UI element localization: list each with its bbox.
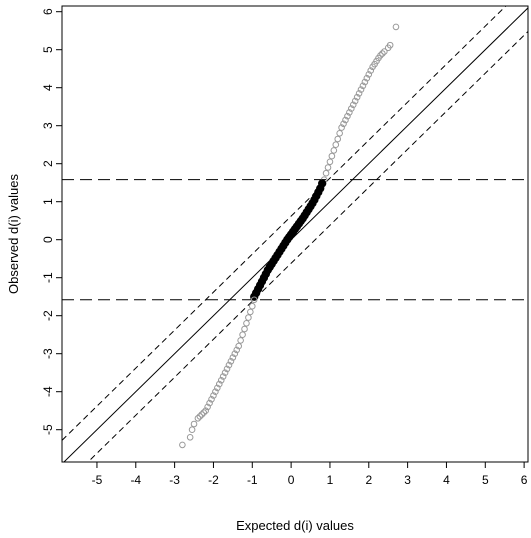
point-significant-lower bbox=[188, 426, 196, 434]
point-significant-lower bbox=[229, 354, 237, 361]
x-tick-label: -3 bbox=[169, 473, 180, 487]
point-significant-lower bbox=[239, 331, 246, 339]
point-significant-lower bbox=[206, 399, 213, 407]
point-significant-lower bbox=[241, 325, 248, 333]
point-significant-upper bbox=[344, 112, 351, 120]
y-tick-label: 1 bbox=[41, 198, 55, 205]
point-significant-lower bbox=[215, 380, 223, 388]
plot-area bbox=[62, 6, 528, 462]
point-significant-lower bbox=[217, 377, 225, 384]
point-significant-lower bbox=[190, 420, 198, 428]
point-significant-lower bbox=[200, 409, 208, 416]
point-significant-lower bbox=[243, 320, 250, 327]
point-significant-lower bbox=[233, 346, 241, 354]
point-significant-upper bbox=[379, 50, 386, 57]
x-tick-label: -5 bbox=[92, 473, 103, 487]
y-axis-title: Observed d(i) values bbox=[6, 174, 21, 294]
y-tick-label: 2 bbox=[41, 160, 55, 167]
y-tick-label: 0 bbox=[41, 236, 55, 243]
x-tick-label: 3 bbox=[404, 473, 411, 487]
upper-delta-line bbox=[62, 6, 507, 441]
point-significant-upper bbox=[326, 158, 334, 166]
point-significant-upper bbox=[392, 23, 400, 31]
x-tick-label: 4 bbox=[443, 473, 450, 487]
point-significant-lower bbox=[202, 407, 209, 415]
x-tick-label: 5 bbox=[482, 473, 489, 487]
point-significant-lower bbox=[250, 296, 258, 304]
point-significant-lower bbox=[198, 411, 206, 418]
point-significant-lower bbox=[223, 365, 231, 373]
point-significant-lower bbox=[196, 413, 204, 420]
y-tick-label: 5 bbox=[41, 46, 55, 53]
point-significant-upper bbox=[377, 52, 384, 59]
point-significant-upper bbox=[363, 74, 371, 82]
point-significant-upper bbox=[355, 90, 363, 97]
point-significant-lower bbox=[214, 384, 221, 392]
point-significant-lower bbox=[235, 342, 242, 350]
point-significant-lower bbox=[248, 302, 256, 310]
point-significant-upper bbox=[334, 135, 342, 143]
x-tick-label: 1 bbox=[327, 473, 334, 487]
identity-line bbox=[63, 7, 528, 462]
x-axis-title: Expected d(i) values bbox=[236, 518, 354, 533]
point-significant-upper bbox=[340, 120, 347, 128]
point-significant-lower bbox=[221, 369, 229, 377]
y-tick-label: 3 bbox=[41, 122, 55, 129]
x-tick-label: 2 bbox=[365, 473, 372, 487]
point-significant-upper bbox=[336, 130, 343, 137]
y-tick-label: -3 bbox=[41, 348, 55, 359]
point-significant-upper bbox=[367, 67, 375, 74]
point-significant-upper bbox=[353, 93, 361, 101]
point-significant-upper bbox=[330, 147, 338, 154]
point-significant-lower bbox=[237, 337, 244, 344]
x-tick-label: -2 bbox=[208, 473, 219, 487]
point-significant-lower bbox=[225, 361, 233, 369]
lower-delta-line bbox=[87, 31, 528, 462]
x-tick-label: 0 bbox=[288, 473, 295, 487]
x-tick-label: 6 bbox=[521, 473, 528, 487]
point-significant-upper bbox=[346, 109, 353, 116]
y-tick-label: -1 bbox=[41, 272, 55, 283]
x-tick-label: -1 bbox=[247, 473, 258, 487]
y-axis: -5 -4 -3 -2 -1 0 1 2 3 4 5 6 bbox=[41, 8, 62, 435]
point-significant-lower bbox=[231, 350, 239, 358]
y-tick-label: -5 bbox=[41, 424, 55, 435]
point-significant-upper bbox=[361, 78, 369, 86]
point-significant-upper bbox=[349, 101, 357, 109]
y-tick-label: -2 bbox=[41, 310, 55, 321]
point-significant-upper bbox=[359, 82, 367, 90]
point-significant-upper bbox=[386, 41, 394, 49]
point-significant-lower bbox=[194, 415, 202, 422]
y-tick-label: 6 bbox=[41, 8, 55, 15]
x-tick-label: -4 bbox=[130, 473, 141, 487]
y-tick-label: 4 bbox=[41, 84, 55, 91]
point-significant-upper bbox=[381, 48, 388, 55]
point-significant-lower bbox=[245, 314, 252, 321]
point-significant-lower bbox=[227, 358, 235, 365]
point-significant-upper bbox=[332, 141, 340, 148]
point-significant-upper bbox=[351, 97, 359, 105]
point-significant-lower bbox=[204, 403, 211, 411]
point-significant-lower bbox=[208, 396, 215, 403]
point-significant-upper bbox=[365, 71, 373, 78]
point-significant-lower bbox=[219, 373, 227, 380]
point-significant-lower bbox=[212, 388, 219, 396]
point-significant-upper bbox=[328, 152, 336, 160]
point-significant-lower bbox=[179, 441, 186, 449]
y-tick-label: -4 bbox=[41, 386, 55, 397]
x-axis: -5 -4 -3 -2 -1 0 1 2 3 4 5 6 bbox=[92, 462, 528, 487]
point-non-significant bbox=[318, 179, 327, 188]
plot-frame bbox=[61, 5, 529, 463]
point-significant-lower bbox=[210, 392, 217, 399]
point-significant-upper bbox=[348, 105, 355, 112]
point-significant-upper bbox=[322, 169, 330, 177]
point-significant-upper bbox=[357, 86, 365, 93]
point-significant-lower bbox=[247, 308, 254, 316]
point-significant-upper bbox=[324, 164, 332, 171]
point-significant-lower bbox=[186, 434, 194, 441]
point-significant-upper bbox=[338, 124, 345, 131]
point-significant-upper bbox=[342, 116, 349, 124]
